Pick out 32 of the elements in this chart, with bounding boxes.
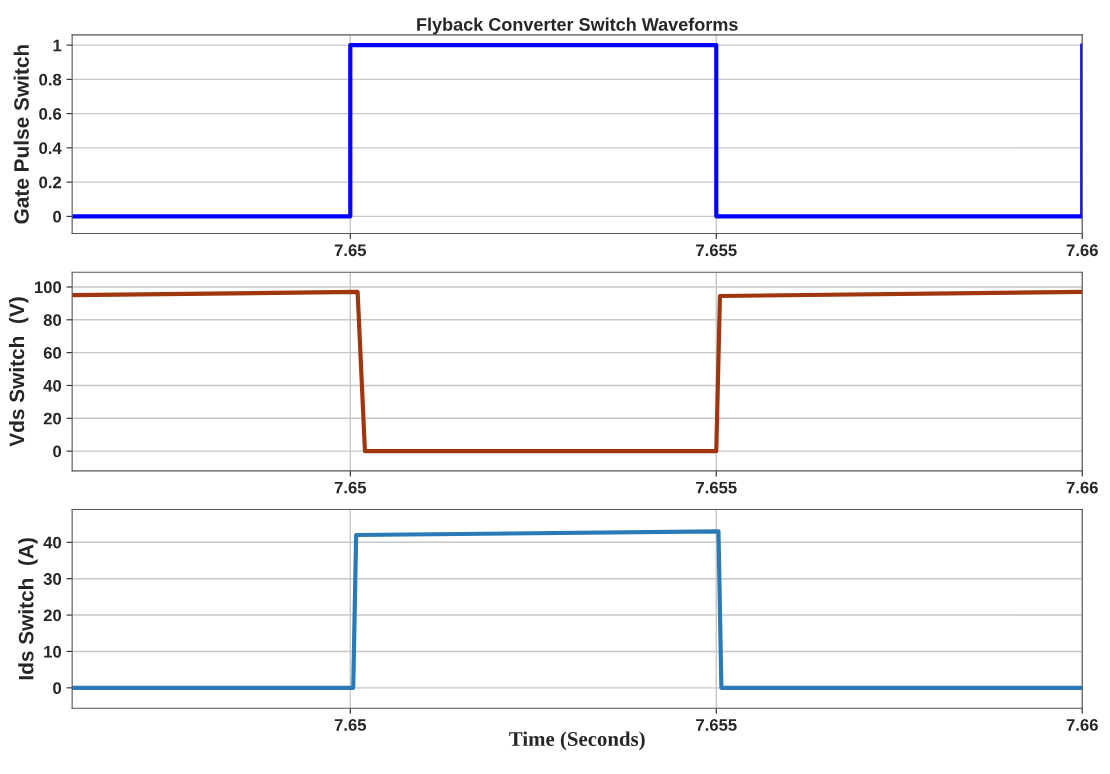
x-tick-label: 7.66 [1066, 719, 1098, 731]
y-tick-label: 20 [43, 609, 62, 622]
x-tick-label: 7.66 [1066, 244, 1098, 257]
y-tick-label: 0 [53, 682, 62, 695]
y-tick-label: 0.6 [39, 108, 62, 120]
x-tick-label: 7.655 [696, 719, 737, 731]
y-axis-title: Gate Pulse Switch [13, 45, 29, 224]
y-tick-label: 10 [44, 645, 62, 658]
y-tick-label: 100 [34, 281, 62, 294]
x-tick-label: 7.65 [334, 481, 367, 494]
y-tick-label: 0 [53, 210, 62, 223]
y-tick-label: 60 [43, 347, 62, 359]
y-tick-label: 20 [43, 412, 62, 425]
x-tick-label: 7.66 [1066, 481, 1098, 494]
x-tick-label: 7.655 [696, 244, 737, 257]
y-tick-label: 40 [43, 379, 62, 392]
y-tick-label: 40 [43, 536, 62, 549]
x-tick-label: 7.65 [334, 244, 367, 257]
y-tick-label: 0 [53, 445, 62, 458]
y-tick-label: 1 [53, 39, 62, 52]
y-tick-label: 0.4 [39, 142, 62, 155]
chart-title: Flyback Converter Switch Waveforms [417, 17, 738, 35]
y-tick-label: 0.8 [39, 73, 62, 86]
x-tick-label: 7.655 [696, 481, 737, 494]
y-axis-title: Ids Switch (A) [18, 538, 38, 680]
x-axis-title: Time (Seconds) [509, 731, 645, 751]
y-axis-title: Vds Switch (V) [8, 297, 29, 447]
line-series [72, 289, 1083, 454]
y-tick-label: 30 [43, 573, 62, 585]
x-tick-label: 7.65 [334, 719, 367, 731]
y-tick-label: 0.2 [39, 176, 62, 189]
y-tick-label: 80 [43, 314, 62, 327]
